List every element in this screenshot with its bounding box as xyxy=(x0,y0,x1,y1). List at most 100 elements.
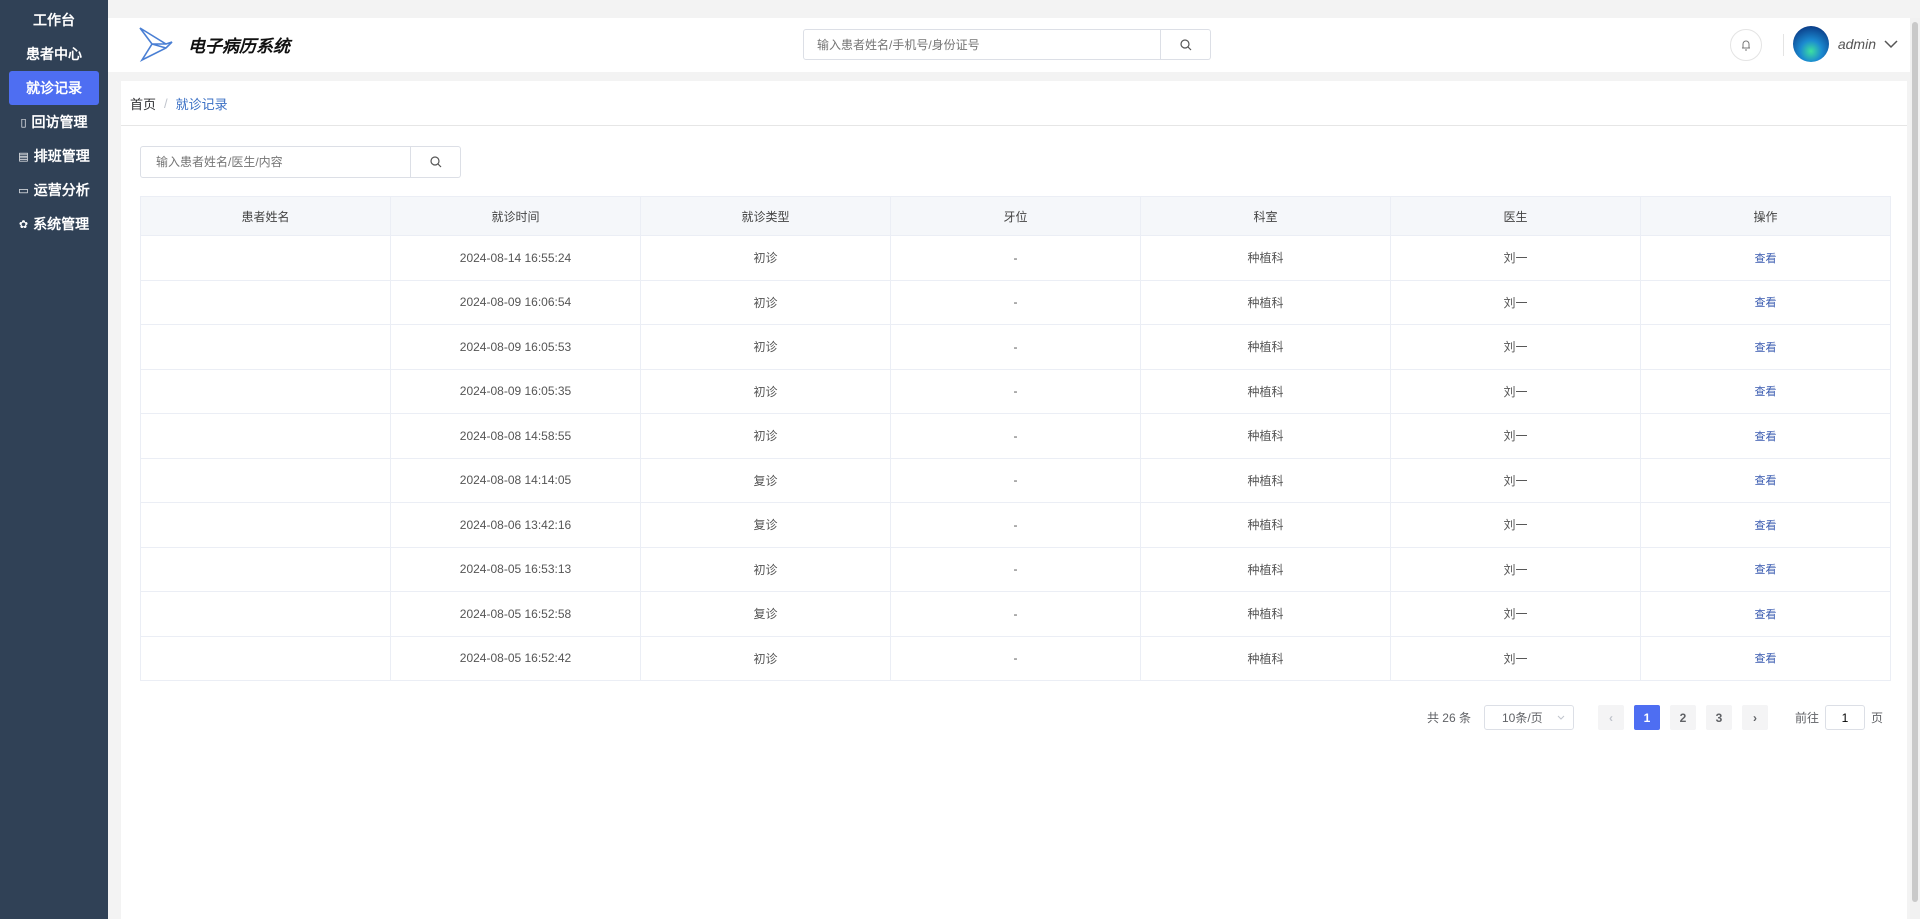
table-cell xyxy=(140,413,391,459)
table-cell: 2024-08-09 16:06:54 xyxy=(390,279,641,325)
action-cell: 查看 xyxy=(1640,279,1891,325)
search-icon xyxy=(429,156,441,168)
view-link[interactable]: 查看 xyxy=(1754,564,1777,577)
table-cell xyxy=(140,635,391,681)
breadcrumb-home[interactable]: 首页 xyxy=(130,96,157,112)
sidebar-item-label: 患者中心 xyxy=(26,46,82,62)
view-link[interactable]: 查看 xyxy=(1754,386,1777,399)
scrollbar[interactable] xyxy=(1910,18,1920,919)
table-row: 2024-08-14 16:55:24 初诊 - 种植科 刘一 查看 xyxy=(140,235,1891,281)
monitor-icon: ▭ xyxy=(18,184,29,197)
username: admin xyxy=(1837,36,1876,52)
filter-search xyxy=(140,146,461,178)
table-cell: 初诊 xyxy=(640,368,891,414)
table-row: 2024-08-05 16:52:58 复诊 - 种植科 刘一 查看 xyxy=(140,591,1891,637)
table-cell: 2024-08-08 14:58:55 xyxy=(390,413,641,459)
table-cell: 刘一 xyxy=(1390,368,1641,414)
page-button[interactable]: 1 xyxy=(1633,705,1660,730)
next-page-button[interactable]: › xyxy=(1741,705,1768,730)
table-cell: 刘一 xyxy=(1390,635,1641,681)
table-cell: - xyxy=(890,368,1141,414)
column-header: 就诊时间 xyxy=(390,196,641,236)
table-cell: 种植科 xyxy=(1140,413,1391,459)
user-menu[interactable]: admin xyxy=(1792,26,1898,62)
view-link[interactable]: 查看 xyxy=(1754,430,1777,443)
page-size-value: 10条/页 xyxy=(1501,711,1543,725)
table-cell: 种植科 xyxy=(1140,457,1391,503)
filter-search-input[interactable] xyxy=(140,146,411,178)
header-search-input[interactable] xyxy=(803,29,1161,60)
table-cell: 刘一 xyxy=(1390,324,1641,370)
goto-page-input[interactable] xyxy=(1824,705,1865,730)
table-row: 2024-08-09 16:05:35 初诊 - 种植科 刘一 查看 xyxy=(140,368,1891,414)
page-size-select[interactable]: 10条/页 xyxy=(1483,705,1574,730)
table-cell: 种植科 xyxy=(1140,546,1391,592)
table-cell: 种植科 xyxy=(1140,368,1391,414)
sidebar-item-label: 运营分析 xyxy=(33,182,90,198)
bell-icon xyxy=(1742,40,1750,51)
table-cell: 初诊 xyxy=(640,413,891,459)
sidebar-item-1[interactable]: 患者中心 xyxy=(9,37,99,71)
view-link[interactable]: 查看 xyxy=(1754,475,1777,488)
table-cell: 刘一 xyxy=(1390,235,1641,281)
sidebar-item-3[interactable]: ▯ 回访管理 xyxy=(9,105,99,139)
table-cell: - xyxy=(890,546,1141,592)
table-cell: - xyxy=(890,279,1141,325)
breadcrumb: 首页 / 就诊记录 xyxy=(121,81,1907,126)
view-link[interactable]: 查看 xyxy=(1754,653,1777,666)
filter-search-button[interactable] xyxy=(411,146,461,178)
table-row: 2024-08-05 16:52:42 初诊 - 种植科 刘一 查看 xyxy=(140,635,1891,681)
visit-records-table: 患者姓名 就诊时间 就诊类型 牙位 科室 医生 操作 2024-08-14 16:55:24… xyxy=(140,196,1891,681)
table-cell: 刘一 xyxy=(1390,279,1641,325)
notification-button[interactable] xyxy=(1730,29,1762,61)
table-cell: 初诊 xyxy=(640,279,891,325)
action-cell: 查看 xyxy=(1640,368,1891,414)
total-count: 共 26 条 xyxy=(1426,711,1471,725)
table-cell: 种植科 xyxy=(1140,235,1391,281)
sidebar-item-label: 排班管理 xyxy=(33,148,90,164)
action-cell: 查看 xyxy=(1640,235,1891,281)
table-cell: 初诊 xyxy=(640,235,891,281)
action-cell: 查看 xyxy=(1640,413,1891,459)
table-row: 2024-08-09 16:06:54 初诊 - 种植科 刘一 查看 xyxy=(140,279,1891,325)
logo-bird-icon xyxy=(139,27,173,62)
sidebar-item-5[interactable]: ▭ 运营分析 xyxy=(9,173,99,207)
scrollbar-thumb[interactable] xyxy=(1912,22,1918,902)
table-cell xyxy=(140,546,391,592)
page-button[interactable]: 2 xyxy=(1669,705,1696,730)
sidebar-item-2[interactable]: 就诊记录 xyxy=(9,71,99,105)
app-title: 电子病历系统 xyxy=(188,36,290,56)
goto-page: 前往 页 xyxy=(1795,705,1883,730)
logo[interactable]: 电子病历系统 xyxy=(138,26,290,62)
sidebar-item-4[interactable]: ▤ 排班管理 xyxy=(9,139,99,173)
goto-prefix: 前往 xyxy=(1794,711,1819,725)
table-cell: - xyxy=(890,324,1141,370)
pagination: 共 26 条 10条/页 ‹ 123 › 前往 页 xyxy=(1427,705,1883,730)
sidebar-item-6[interactable]: ✿ 系统管理 xyxy=(9,207,99,241)
action-cell: 查看 xyxy=(1640,591,1891,637)
view-link[interactable]: 查看 xyxy=(1754,519,1777,532)
table-cell: - xyxy=(890,635,1141,681)
prev-page-button[interactable]: ‹ xyxy=(1597,705,1624,730)
table-cell xyxy=(140,591,391,637)
breadcrumb-current: 就诊记录 xyxy=(175,96,228,112)
header-search-button[interactable] xyxy=(1161,29,1211,60)
view-link[interactable]: 查看 xyxy=(1754,608,1777,621)
breadcrumb-separator: / xyxy=(164,95,168,111)
column-header: 就诊类型 xyxy=(640,196,891,236)
table-cell: 种植科 xyxy=(1140,635,1391,681)
view-link[interactable]: 查看 xyxy=(1754,297,1777,310)
mobile-icon: ▯ xyxy=(20,116,27,129)
table-cell: 2024-08-09 16:05:35 xyxy=(390,368,641,414)
table-cell: 2024-08-09 16:05:53 xyxy=(390,324,641,370)
chevron-down-icon xyxy=(1884,40,1898,49)
sidebar-item-0[interactable]: 工作台 xyxy=(9,3,99,37)
table-row: 2024-08-05 16:53:13 初诊 - 种植科 刘一 查看 xyxy=(140,546,1891,592)
table-cell: 刘一 xyxy=(1390,502,1641,548)
table-cell xyxy=(140,457,391,503)
page-button[interactable]: 3 xyxy=(1705,705,1732,730)
view-link[interactable]: 查看 xyxy=(1754,341,1777,354)
view-link[interactable]: 查看 xyxy=(1754,252,1777,265)
table-cell: 复诊 xyxy=(640,502,891,548)
